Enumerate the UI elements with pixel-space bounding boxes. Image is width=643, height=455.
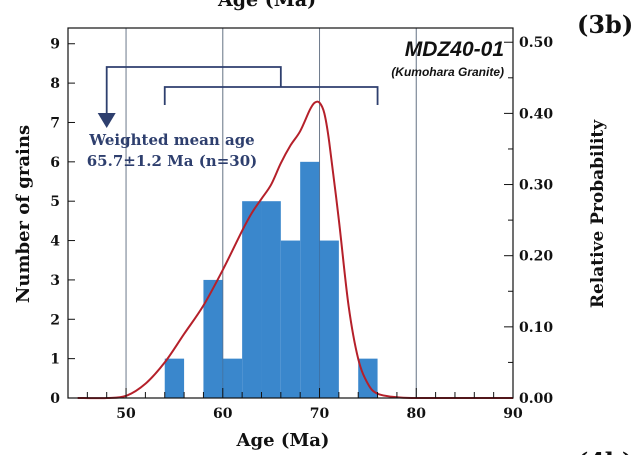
bar: [358, 358, 378, 398]
tick-labels: 50 60 70 80 90 0 1 2 3 4 5 6 7 8 9 0.00 0.10 0.20 0.30 0.40…: [50, 35, 553, 422]
y-axis-title: Number of grains: [13, 125, 34, 303]
y-right-tick-label: 0.40: [519, 106, 553, 122]
probability-curve: [77, 100, 513, 400]
bar: [280, 240, 301, 398]
x-tick-label: 70: [310, 406, 330, 422]
y-tick-label: 4: [50, 234, 60, 250]
y-tick-label: 5: [50, 194, 60, 210]
y-tick-label: 8: [50, 76, 60, 92]
inner-bracket: [163, 86, 379, 105]
axis-ticks: [67, 41, 514, 399]
y-axis-right-title: Relative Probability: [588, 119, 608, 308]
x-tick-label: 90: [503, 406, 523, 422]
outer-bracket: [105, 66, 282, 113]
y-tick-label: 9: [50, 37, 60, 53]
bar: [242, 201, 262, 398]
bar: [203, 279, 223, 398]
y-tick-label: 1: [50, 352, 60, 368]
y-tick-label: 0: [50, 391, 60, 407]
arrow-head: [97, 113, 116, 128]
x-tick-label: 60: [213, 406, 233, 422]
panel-label: (3b): [577, 10, 633, 39]
x-tick-label: 80: [407, 406, 427, 422]
y-tick-label: 7: [50, 115, 60, 131]
y-tick-label: 6: [50, 155, 60, 171]
x-axis-title: Age (Ma): [236, 430, 330, 451]
y-right-tick-label: 0.50: [519, 35, 553, 51]
bar: [164, 358, 185, 398]
next-panel-label: (4b): [577, 447, 633, 455]
chart-subtitle: (Kumohara Granite): [391, 65, 504, 79]
plot-frame: [67, 27, 514, 399]
probability-curve-layer: [77, 100, 513, 400]
y-right-tick-label: 0.10: [519, 320, 553, 336]
weighted-mean-annotation: [97, 66, 379, 128]
x-tick-label: 50: [116, 406, 136, 422]
histogram-bars: [125, 28, 417, 398]
y-tick-label: 3: [50, 273, 60, 289]
weighted-mean-label: Weighted mean age: [88, 131, 254, 149]
bar: [300, 161, 320, 398]
bar: [222, 358, 243, 398]
bar: [261, 201, 281, 398]
cropped-header-text: Age (Ma): [217, 0, 316, 11]
y-right-tick-label: 0.30: [519, 178, 553, 194]
bar: [319, 240, 339, 398]
weighted-mean-value: 65.7±1.2 Ma (n=30): [87, 152, 258, 170]
y-tick-label: 2: [50, 312, 60, 328]
chart-title: MDZ40-01: [405, 38, 504, 61]
y-right-tick-label: 0.20: [519, 249, 553, 265]
y-right-tick-label: 0.00: [519, 391, 553, 407]
